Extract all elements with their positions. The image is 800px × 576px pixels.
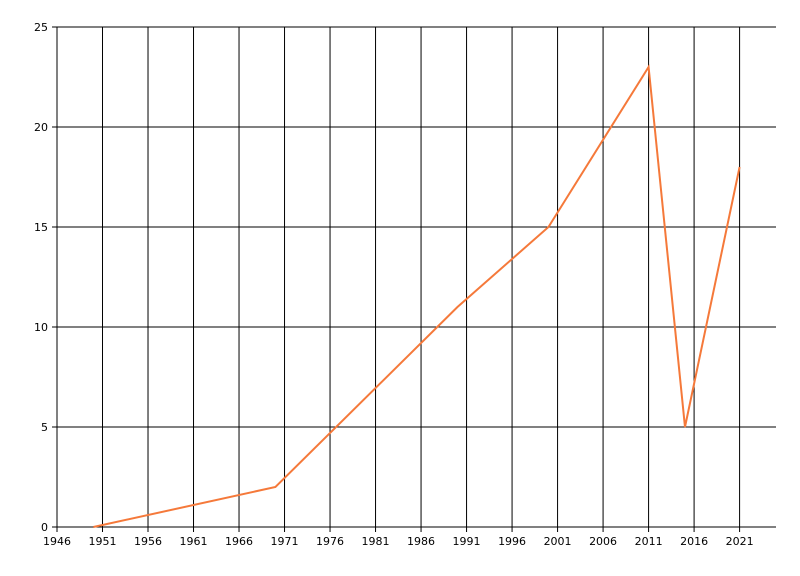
y-tick-label: 15 xyxy=(34,221,48,234)
line xyxy=(93,63,741,528)
x-tick-label: 1951 xyxy=(89,535,117,548)
y-tick-label: 5 xyxy=(41,421,48,434)
y-tick-label: 10 xyxy=(34,321,48,334)
x-tick-label: 1981 xyxy=(362,535,390,548)
x-tick-label: 1996 xyxy=(498,535,526,548)
x-tick-label: 2011 xyxy=(635,535,663,548)
x-tick-label: 1966 xyxy=(225,535,253,548)
x-tick-label: 2016 xyxy=(680,535,708,548)
y-tick-label: 20 xyxy=(34,121,48,134)
x-tick-label: 1956 xyxy=(134,535,162,548)
x-tick-label: 2021 xyxy=(726,535,754,548)
y-tick-label: 25 xyxy=(34,21,48,34)
x-tick-label: 2001 xyxy=(544,535,572,548)
x-tick-label: 1946 xyxy=(43,535,71,548)
x-tick-label: 2006 xyxy=(589,535,617,548)
x-tick-label: 1976 xyxy=(316,535,344,548)
x-tick-label: 1986 xyxy=(407,535,435,548)
x-tick-label: 1971 xyxy=(271,535,299,548)
x-tick-label: 1961 xyxy=(180,535,208,548)
x-tick-label: 1991 xyxy=(453,535,481,548)
y-tick-label: 0 xyxy=(41,521,48,534)
